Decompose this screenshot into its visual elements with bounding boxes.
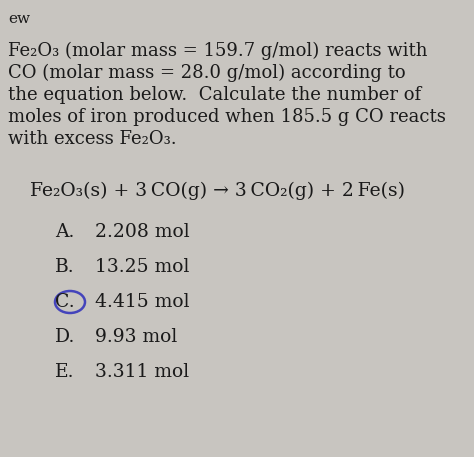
Text: with excess Fe₂O₃.: with excess Fe₂O₃. — [8, 130, 177, 148]
Text: 2.208 mol: 2.208 mol — [95, 223, 190, 241]
Text: A.: A. — [55, 223, 74, 241]
Text: the equation below.  Calculate the number of: the equation below. Calculate the number… — [8, 86, 421, 104]
Text: ew: ew — [8, 12, 30, 26]
Text: C.: C. — [55, 293, 74, 311]
Text: Fe₂O₃(s) + 3 CO(g) → 3 CO₂(g) + 2 Fe(s): Fe₂O₃(s) + 3 CO(g) → 3 CO₂(g) + 2 Fe(s) — [30, 182, 405, 200]
Text: D.: D. — [55, 328, 75, 346]
Text: 4.415 mol: 4.415 mol — [95, 293, 190, 311]
Text: B.: B. — [55, 258, 74, 276]
Text: Fe₂O₃ (molar mass = 159.7 g/mol) reacts with: Fe₂O₃ (molar mass = 159.7 g/mol) reacts … — [8, 42, 428, 60]
Text: E.: E. — [55, 363, 74, 381]
Text: CO (molar mass = 28.0 g/mol) according to: CO (molar mass = 28.0 g/mol) according t… — [8, 64, 406, 82]
Text: moles of iron produced when 185.5 g CO reacts: moles of iron produced when 185.5 g CO r… — [8, 108, 446, 126]
Text: 9.93 mol: 9.93 mol — [95, 328, 177, 346]
Text: 13.25 mol: 13.25 mol — [95, 258, 190, 276]
Text: 3.311 mol: 3.311 mol — [95, 363, 189, 381]
